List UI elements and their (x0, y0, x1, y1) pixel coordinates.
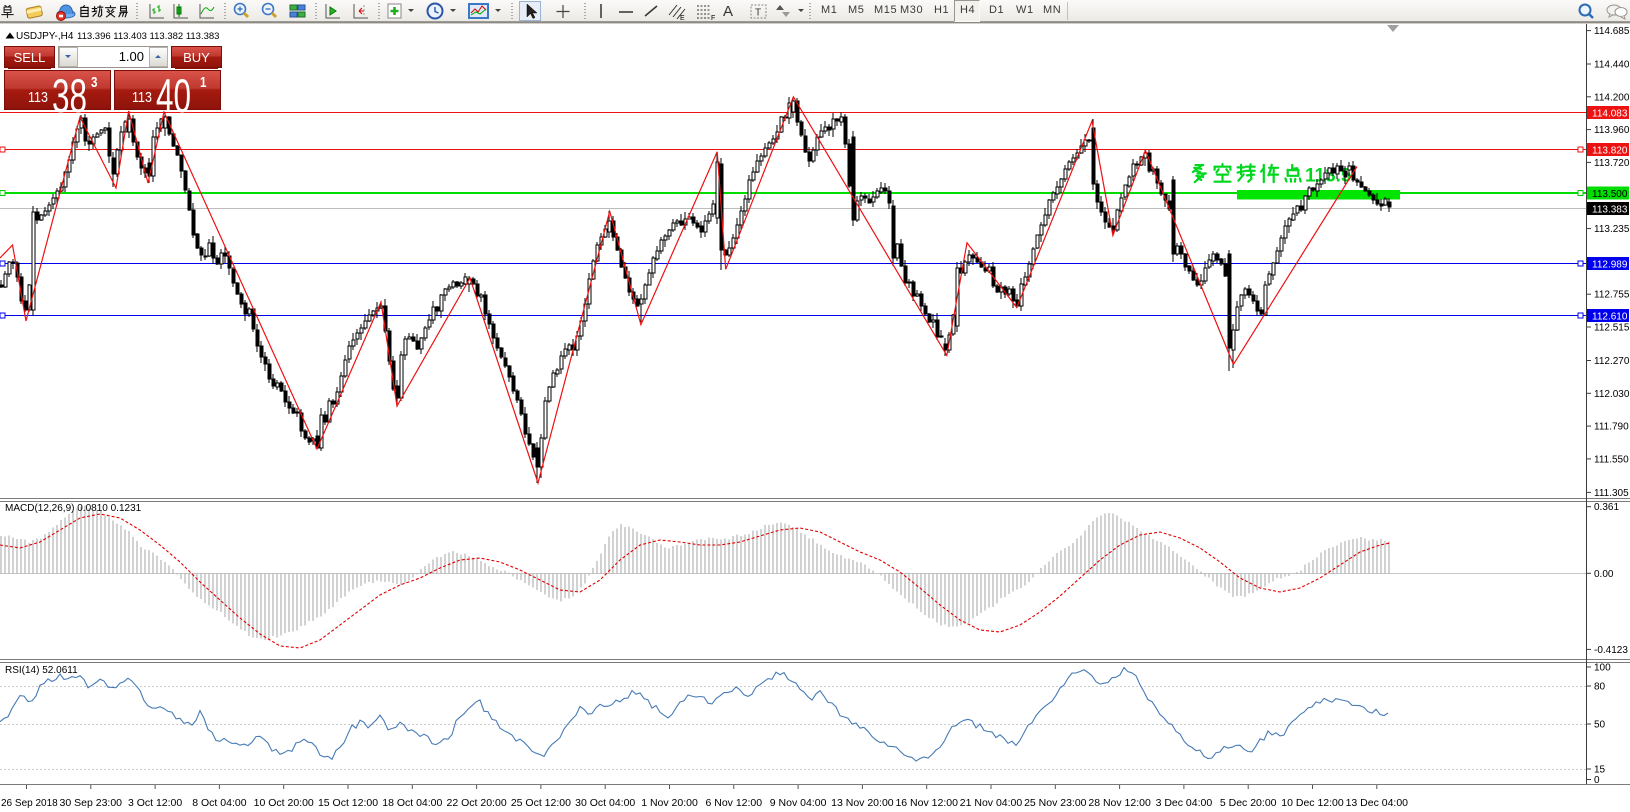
svg-text:25 Nov 23:00: 25 Nov 23:00 (1024, 797, 1087, 809)
svg-text:RSI(14) 52.0611: RSI(14) 52.0611 (5, 665, 78, 676)
svg-text:114.083: 114.083 (1592, 109, 1628, 120)
svg-text:100: 100 (1594, 663, 1611, 674)
svg-text:22 Oct 20:00: 22 Oct 20:00 (447, 797, 507, 809)
svg-text:112.610: 112.610 (1592, 312, 1628, 323)
svg-text:21 Nov 04:00: 21 Nov 04:00 (960, 797, 1023, 809)
svg-text:114.200: 114.200 (1594, 92, 1630, 103)
svg-text:112.989: 112.989 (1592, 260, 1628, 271)
svg-text:3 Dec 04:00: 3 Dec 04:00 (1156, 797, 1213, 809)
svg-text:3 Oct 12:00: 3 Oct 12:00 (128, 797, 182, 809)
svg-text:-0.4123: -0.4123 (1594, 645, 1628, 656)
svg-text:28 Nov 12:00: 28 Nov 12:00 (1088, 797, 1151, 809)
svg-text:0: 0 (1594, 775, 1600, 786)
svg-text:25 Oct 12:00: 25 Oct 12:00 (511, 797, 571, 809)
svg-text:113.960: 113.960 (1594, 125, 1630, 136)
svg-text:18 Oct 04:00: 18 Oct 04:00 (382, 797, 442, 809)
svg-text:8 Oct 04:00: 8 Oct 04:00 (192, 797, 246, 809)
svg-text:50: 50 (1594, 720, 1606, 731)
svg-text:13 Nov 20:00: 13 Nov 20:00 (831, 797, 894, 809)
svg-text:E: E (680, 15, 685, 22)
svg-text:9 Nov 04:00: 9 Nov 04:00 (770, 797, 827, 809)
svg-text:6 Nov 12:00: 6 Nov 12:00 (705, 797, 762, 809)
svg-text:MACD(12,26,9) 0.0810 0.1231: MACD(12,26,9) 0.0810 0.1231 (5, 503, 142, 514)
svg-text:113.396 113.403 113.382 113.38: 113.396 113.403 113.382 113.383 (77, 31, 219, 42)
svg-text:113.235: 113.235 (1594, 224, 1630, 235)
svg-text:114.685: 114.685 (1594, 26, 1630, 37)
svg-text:15 Oct 12:00: 15 Oct 12:00 (318, 797, 378, 809)
svg-text:30 Sep 23:00: 30 Sep 23:00 (60, 797, 123, 809)
svg-text:80: 80 (1594, 682, 1606, 693)
svg-text:113.820: 113.820 (1592, 146, 1628, 157)
svg-text:111.305: 111.305 (1594, 488, 1629, 499)
svg-text:113.720: 113.720 (1594, 158, 1630, 169)
svg-text:1 Nov 20:00: 1 Nov 20:00 (641, 797, 698, 809)
svg-text:13 Dec 04:00: 13 Dec 04:00 (1346, 797, 1409, 809)
svg-text:112.270: 112.270 (1594, 356, 1630, 367)
svg-text:10 Dec 12:00: 10 Dec 12:00 (1281, 797, 1344, 809)
svg-text:112.030: 112.030 (1594, 389, 1630, 400)
svg-text:26 Sep 2018: 26 Sep 2018 (1, 798, 58, 809)
svg-text:111.790: 111.790 (1594, 422, 1629, 433)
svg-text:16 Nov 12:00: 16 Nov 12:00 (895, 797, 958, 809)
svg-text:15: 15 (1594, 765, 1606, 776)
svg-text:5 Dec 20:00: 5 Dec 20:00 (1220, 797, 1277, 809)
svg-text:10 Oct 20:00: 10 Oct 20:00 (254, 797, 314, 809)
svg-text:F: F (711, 15, 715, 22)
svg-text:0.00: 0.00 (1594, 569, 1614, 580)
svg-text:0.361: 0.361 (1594, 502, 1619, 513)
svg-text:113.383: 113.383 (1592, 205, 1628, 216)
svg-text:111.550: 111.550 (1594, 454, 1629, 465)
svg-text:30 Oct 04:00: 30 Oct 04:00 (575, 797, 635, 809)
svg-text:USDJPY-,H4: USDJPY-,H4 (16, 31, 74, 42)
svg-text:113.500: 113.500 (1592, 189, 1628, 200)
svg-text:112.755: 112.755 (1594, 290, 1630, 301)
svg-text:114.440: 114.440 (1594, 60, 1630, 71)
svg-text:T: T (755, 8, 761, 19)
svg-text:112.515: 112.515 (1594, 323, 1630, 334)
